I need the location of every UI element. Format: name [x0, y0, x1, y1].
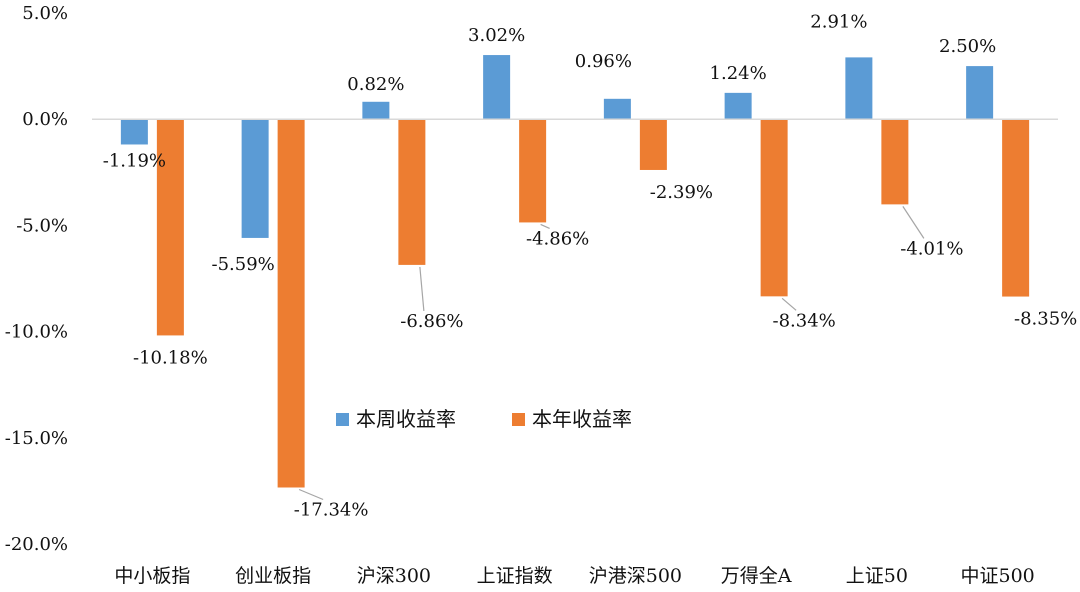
leader-line: [298, 488, 324, 501]
data-label: 2.50%: [939, 36, 996, 57]
data-label: -4.01%: [900, 238, 963, 259]
data-label: 3.02%: [468, 25, 525, 46]
weekly-return-bar: [603, 98, 631, 120]
x-category-label: 中证500: [960, 565, 1034, 587]
leader-line: [419, 266, 425, 311]
legend: 本周收益率 本年收益率: [336, 407, 632, 431]
data-label: 2.91%: [810, 11, 867, 32]
leader-line: [540, 223, 550, 229]
data-label: -5.59%: [211, 254, 274, 275]
data-label: 0.82%: [347, 74, 404, 95]
weekly-return-bar: [241, 119, 269, 238]
weekly-return-bar: [724, 92, 752, 120]
x-category-label: 上证指数: [477, 565, 553, 587]
y-axis: 5.0% 0.0% -5.0% -10.0% -15.0% -20.0%: [5, 3, 68, 555]
ytd-return-bar: [760, 119, 788, 297]
ytd-return-bar: [639, 119, 667, 170]
leader-line: [902, 206, 925, 239]
x-axis: 中小板指 创业板指 沪深300 上证指数 沪港深500 万得全A 上证50 中证500: [114, 565, 1034, 587]
data-label: -1.19%: [103, 150, 166, 171]
data-label: -17.34%: [294, 500, 369, 521]
data-label: -10.18%: [133, 347, 208, 368]
ytd-return-bar: [156, 119, 184, 336]
weekly-return-bar: [845, 57, 873, 120]
ytd-return-bar: [1002, 119, 1030, 297]
data-label: -2.39%: [650, 182, 713, 203]
x-category-label: 沪港深500: [589, 565, 682, 587]
x-category-label: 万得全A: [721, 565, 792, 587]
y-tick-label: -20.0%: [5, 534, 68, 555]
y-tick-label: -5.0%: [16, 215, 68, 236]
ytd-return-bar: [519, 119, 547, 223]
data-label: -8.35%: [1014, 309, 1077, 330]
data-label: -6.86%: [400, 311, 463, 332]
x-category-label: 中小板指: [114, 565, 190, 587]
data-labels: -1.19% -10.18% -5.59% -17.34% 0.82% -6.86% 3.0…: [103, 11, 1078, 520]
y-tick-label: 5.0%: [22, 3, 68, 24]
legend-swatch-ytd: [512, 413, 525, 426]
data-label: 0.96%: [575, 51, 632, 72]
data-label: -8.34%: [772, 310, 835, 331]
data-label: -4.86%: [526, 228, 589, 249]
x-category-label: 沪深300: [357, 565, 431, 587]
y-tick-label: 0.0%: [22, 109, 68, 130]
bars: [120, 55, 1030, 488]
ytd-return-bar: [277, 119, 305, 488]
legend-label-weekly: 本周收益率: [356, 407, 456, 431]
legend-swatch-weekly: [336, 413, 349, 426]
y-tick-label: -10.0%: [5, 322, 68, 343]
weekly-return-bar: [120, 119, 148, 145]
ytd-return-bar: [881, 119, 909, 205]
legend-label-ytd: 本年收益率: [532, 407, 632, 431]
weekly-return-bar: [362, 101, 390, 120]
leader-line: [781, 297, 797, 311]
ytd-return-bar: [398, 119, 426, 265]
data-label: 1.24%: [710, 63, 767, 84]
x-category-label: 上证50: [846, 565, 908, 587]
leader-lines: [298, 206, 925, 501]
x-category-label: 创业板指: [235, 565, 311, 587]
weekly-return-bar: [483, 55, 511, 120]
weekly-return-bar: [966, 66, 994, 120]
y-tick-label: -15.0%: [5, 428, 68, 449]
